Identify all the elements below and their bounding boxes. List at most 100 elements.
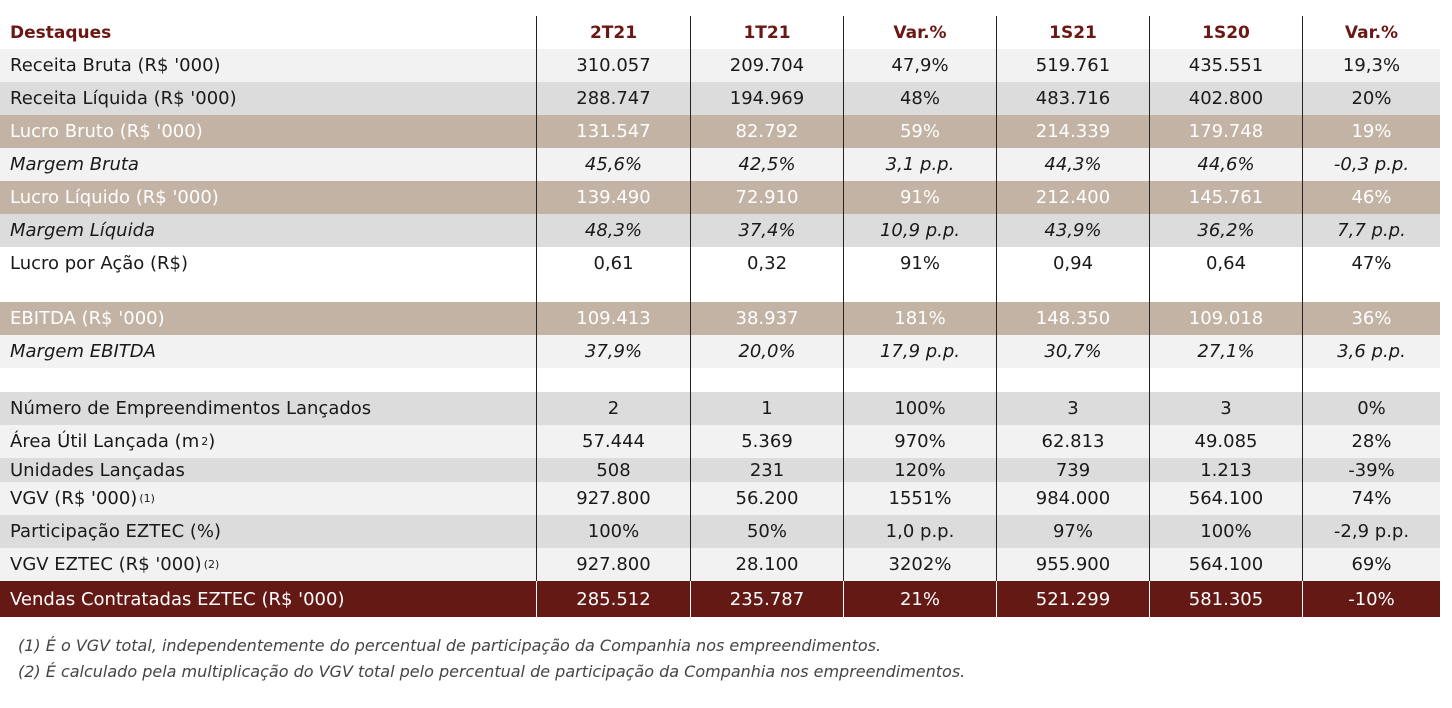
table-cell: 100% xyxy=(536,515,690,548)
row-label-text: Unidades Lançadas xyxy=(10,459,185,481)
table-cell xyxy=(536,280,690,302)
table-cell: 0,61 xyxy=(536,247,690,280)
table-cell: 148.350 xyxy=(996,302,1149,335)
table-cell: 508 xyxy=(536,458,690,482)
table-cell: 483.716 xyxy=(996,82,1149,115)
table-cell: 927.800 xyxy=(536,482,690,515)
row-label: Unidades Lançadas xyxy=(0,458,536,482)
table-cell: 49.085 xyxy=(1149,425,1302,458)
table-cell: 285.512 xyxy=(536,581,690,617)
footnote-1: (1) É o VGV total, independentemente do … xyxy=(18,636,882,655)
table-cell: 3202% xyxy=(843,548,996,581)
table-cell: 131.547 xyxy=(536,115,690,148)
table-cell: 310.057 xyxy=(536,49,690,82)
header-label: Destaques xyxy=(10,22,112,43)
row-label: Lucro Líquido (R$ '000) xyxy=(0,181,536,214)
table-cell: 46% xyxy=(1302,181,1440,214)
table-cell: 984.000 xyxy=(996,482,1149,515)
table-cell: 21% xyxy=(843,581,996,617)
table-row: Margem Bruta 45,6% 42,5% 3,1 p.p. 44,3% 44,6%… xyxy=(0,148,1440,181)
table-cell xyxy=(843,280,996,302)
table-cell: 91% xyxy=(843,247,996,280)
row-label: Receita Bruta (R$ '000) xyxy=(0,49,536,82)
table-cell: 0,64 xyxy=(1149,247,1302,280)
table-cell: 97% xyxy=(996,515,1149,548)
table-cell: 19% xyxy=(1302,115,1440,148)
superscript: 2 xyxy=(201,435,209,448)
table-cell: 1,0 p.p. xyxy=(843,515,996,548)
table-cell: 3,1 p.p. xyxy=(843,148,996,181)
table-cell: 37,4% xyxy=(690,214,843,247)
header-var-semester: Var.% xyxy=(1302,16,1440,49)
table-cell: -0,3 p.p. xyxy=(1302,148,1440,181)
table-cell: 402.800 xyxy=(1149,82,1302,115)
table-cell: 1551% xyxy=(843,482,996,515)
table-cell: 214.339 xyxy=(996,115,1149,148)
row-label-text: VGV (R$ '000) xyxy=(10,488,138,509)
table-cell xyxy=(690,280,843,302)
superscript: (2) xyxy=(203,558,220,571)
table-cell xyxy=(996,280,1149,302)
table-cell: 739 xyxy=(996,458,1149,482)
table-cell: 38.937 xyxy=(690,302,843,335)
table-row: EBITDA (R$ '000) 109.413 38.937 181% 148.350… xyxy=(0,302,1440,335)
table-cell: 179.748 xyxy=(1149,115,1302,148)
row-label: Participação EZTEC (%) xyxy=(0,515,536,548)
table-cell: 288.747 xyxy=(536,82,690,115)
row-label: VGV EZTEC (R$ '000) (2) xyxy=(0,548,536,581)
table-cell: 521.299 xyxy=(996,581,1149,617)
row-label-text: Margem Bruta xyxy=(10,154,139,175)
header-var-quarter: Var.% xyxy=(843,16,996,49)
row-label: Área Útil Lançada (m 2) xyxy=(0,425,536,458)
table-cell: 581.305 xyxy=(1149,581,1302,617)
row-label-suffix: ) xyxy=(208,431,216,452)
table-cell: 36% xyxy=(1302,302,1440,335)
table-cell: -2,9 p.p. xyxy=(1302,515,1440,548)
row-label-text: Área Útil Lançada (m xyxy=(10,431,200,452)
spacer-row xyxy=(0,280,1440,302)
table-cell: 3,6 p.p. xyxy=(1302,335,1440,368)
row-label-text: Vendas Contratadas EZTEC (R$ '000) xyxy=(10,588,345,610)
table-cell: 48% xyxy=(843,82,996,115)
row-label: Margem Líquida xyxy=(0,214,536,247)
table-cell: 37,9% xyxy=(536,335,690,368)
row-label: Lucro Bruto (R$ '000) xyxy=(0,115,536,148)
table-cell: 45,6% xyxy=(536,148,690,181)
header-1t21: 1T21 xyxy=(690,16,843,49)
row-label xyxy=(0,368,536,392)
table-cell: 44,6% xyxy=(1149,148,1302,181)
spacer-row xyxy=(0,368,1440,392)
row-label xyxy=(0,280,536,302)
table-cell: 27,1% xyxy=(1149,335,1302,368)
table-cell: 927.800 xyxy=(536,548,690,581)
superscript: (1) xyxy=(139,492,155,505)
table-row: Receita Bruta (R$ '000) 310.057 209.704 47,… xyxy=(0,49,1440,82)
table-cell xyxy=(996,368,1149,392)
table-row: Participação EZTEC (%) 100% 50% 1,0 p.p. 97%… xyxy=(0,515,1440,548)
table-cell: 17,9 p.p. xyxy=(843,335,996,368)
row-label-text: Margem Líquida xyxy=(10,220,156,241)
table-cell: 435.551 xyxy=(1149,49,1302,82)
row-label-text: Lucro Líquido (R$ '000) xyxy=(10,187,219,208)
table-cell: 1.213 xyxy=(1149,458,1302,482)
row-label: Vendas Contratadas EZTEC (R$ '000) xyxy=(0,581,536,617)
table-cell: 20,0% xyxy=(690,335,843,368)
table-cell: 7,7 p.p. xyxy=(1302,214,1440,247)
table-row: Número de Empreendimentos Lançados 2 1 100%… xyxy=(0,392,1440,425)
table-row: Receita Líquida (R$ '000) 288.747 194.969 4… xyxy=(0,82,1440,115)
table-cell: 50% xyxy=(690,515,843,548)
table-cell: 47% xyxy=(1302,247,1440,280)
table-cell: 56.200 xyxy=(690,482,843,515)
table-row: Margem EBITDA 37,9% 20,0% 17,9 p.p. 30,7% 27,… xyxy=(0,335,1440,368)
row-label-text: Receita Líquida (R$ '000) xyxy=(10,88,237,109)
table-row: Margem Líquida 48,3% 37,4% 10,9 p.p. 43,9% 36… xyxy=(0,214,1440,247)
table-cell: 231 xyxy=(690,458,843,482)
header-1s20: 1S20 xyxy=(1149,16,1302,49)
table-cell: 82.792 xyxy=(690,115,843,148)
table-cell xyxy=(1302,368,1440,392)
header-1s21: 1S21 xyxy=(996,16,1149,49)
table-cell: 194.969 xyxy=(690,82,843,115)
table-row: Unidades Lançadas 508 231 120% 739 1.213 -39% xyxy=(0,458,1440,482)
table-cell: 181% xyxy=(843,302,996,335)
table-cell: 48,3% xyxy=(536,214,690,247)
